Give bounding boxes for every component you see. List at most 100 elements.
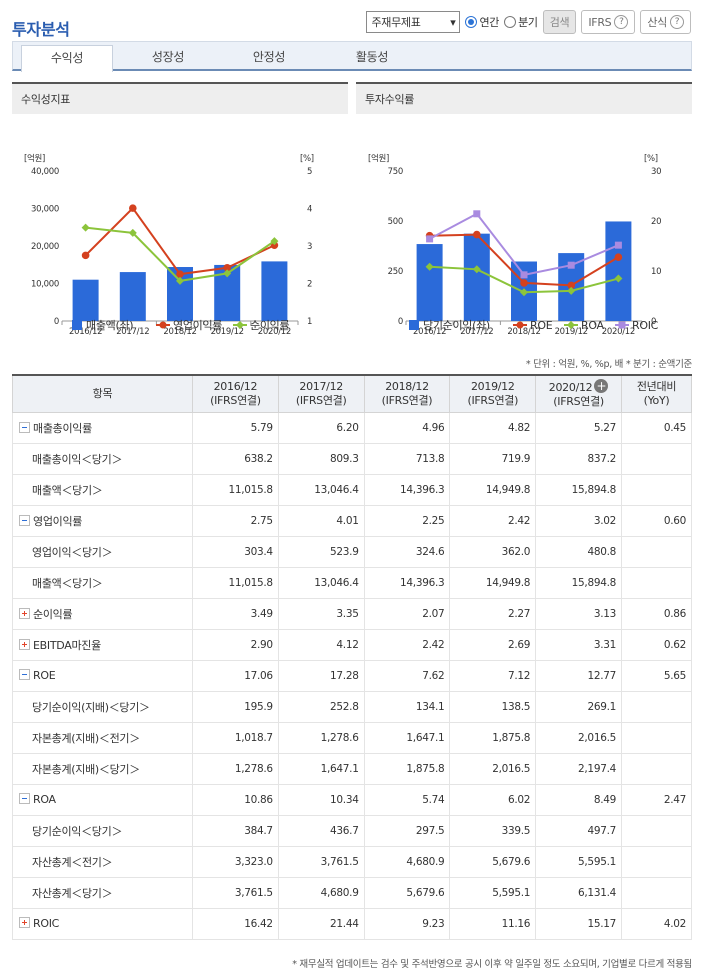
value-cell: 2,197.4 [535,752,622,785]
row-label-cell[interactable]: EBITDA마진율 [12,628,193,661]
search-button[interactable]: 검색 [542,10,577,34]
legend-marker [159,321,167,329]
value-cell: 362.0 [449,535,537,568]
value-cell [621,814,692,847]
radio-annual-label: 연간 [479,16,500,29]
column-header: 2017/12 (IFRS연결) [277,374,365,413]
value-cell: 11,015.8 [192,473,279,506]
value-cell: 5,679.6 [363,876,451,909]
collapse-icon[interactable] [19,514,30,526]
column-header-label: 항목 [92,386,113,400]
expand-icon[interactable] [19,638,30,650]
row-label-cell: 자본총계(지배)＜당기＞ [12,752,193,785]
expand-icon[interactable] [19,607,30,619]
y-left-tick-label: 250 [388,267,403,277]
row-label-cell[interactable]: ROIC [12,907,193,940]
value-cell: 4.01 [277,504,365,537]
table-row: ROIC 16.42 21.44 9.23 11.16 15.17 4.02 [12,907,692,940]
search-button-label: 검색 [549,16,570,29]
value-cell: 17.28 [277,659,365,692]
row-label: EBITDA마진율 [33,638,101,652]
chevron-down-icon: ▾ [450,15,456,29]
value-cell: 638.2 [192,442,279,475]
collapse-icon[interactable] [19,793,30,804]
column-header-label: 2016/12 [213,379,258,393]
value-cell: 1,647.1 [363,721,451,754]
y-right-unit: [%] [300,154,314,164]
value-cell: 3,323.0 [192,845,279,878]
value-cell: 16.42 [192,907,279,940]
y-right-tick-label: 30 [651,167,661,177]
value-cell: 3.13 [535,597,622,630]
value-cell: 252.8 [277,690,365,723]
y-right-unit: [%] [644,154,658,164]
row-label-cell: 매출액＜당기＞ [12,566,193,599]
row-label-cell: 영업이익＜당기＞ [12,535,193,568]
value-cell: 5,679.6 [449,845,537,878]
value-cell: 5.27 [535,411,622,444]
ifrs-button[interactable]: IFRS? [581,10,636,34]
row-label-cell: 당기순이익＜당기＞ [12,814,193,847]
tab-growth[interactable]: 성장성 [151,50,185,64]
value-cell: 0.60 [621,504,692,537]
line-point [614,274,623,283]
table-row: 당기순이익(지배)＜당기＞ 195.9 252.8 134.1 138.5 269.1 [12,690,692,723]
row-label-cell[interactable]: 매출총이익률 [12,411,193,444]
y-right-tick-label: 5 [307,167,312,177]
value-cell: 436.7 [277,814,365,847]
row-label-cell[interactable]: 영업이익률 [12,504,193,537]
row-label-cell[interactable]: ROE [12,659,193,692]
value-cell: 12.77 [535,659,622,692]
value-cell: 4,680.9 [363,845,451,878]
column-header: 항목 [12,374,193,413]
radio-quarter[interactable]: 분기 [504,14,538,30]
y-right-tick-label: 4 [307,205,312,215]
value-cell: 3.02 [535,504,622,537]
radio-annual[interactable]: 연간 [465,14,499,30]
value-cell: 2.47 [621,783,692,816]
value-cell: 1,875.8 [449,721,537,754]
table-row: 매출액＜당기＞ 11,015.8 13,046.4 14,396.3 14,949.8 1… [12,473,692,506]
tab-stability[interactable]: 안정성 [252,50,286,64]
line-point [425,262,434,271]
expand-plus-icon[interactable]: + [594,378,609,393]
row-label: 영업이익률 [33,514,83,528]
row-label-cell[interactable]: ROA [12,783,193,816]
line-point [223,269,232,278]
column-header-label: 2020/12 + [536,378,621,395]
formula-button[interactable]: 산식? [640,10,691,34]
row-label-cell: 매출총이익＜당기＞ [12,442,193,475]
table-row: 자산총계＜당기＞ 3,761.5 4,680.9 5,679.6 5,595.1 6,13… [12,876,692,909]
tab-activity[interactable]: 활동성 [355,50,389,64]
y-left-tick-label: 40,000 [31,167,59,177]
value-cell: 339.5 [449,814,537,847]
value-cell: 1,018.7 [192,721,279,754]
row-label-cell[interactable]: 순이익률 [12,597,193,630]
value-cell: 2.42 [363,628,451,661]
expand-icon[interactable] [19,917,30,928]
value-cell: 0.86 [621,597,692,630]
row-label: 당기순이익(지배)＜당기＞ [32,700,150,714]
value-cell: 809.3 [277,442,365,475]
value-cell: 5.79 [192,411,279,444]
value-cell: 21.44 [277,907,365,940]
column-header-sublabel: (IFRS연결) [210,393,261,407]
value-cell: 17.06 [192,659,279,692]
row-label: 자산총계＜전기＞ [32,855,113,869]
column-header-sublabel: (IFRS연결) [295,393,347,407]
collapse-icon[interactable] [19,421,30,433]
value-cell: 11,015.8 [192,566,279,599]
statement-select[interactable]: 주재무제표 ▾ [366,11,461,33]
y-left-tick-label: 0 [54,317,59,327]
legend-label: ROIC [632,319,659,332]
line-point [473,230,481,239]
value-cell: 2.69 [449,628,537,661]
line-point [614,253,623,261]
value-cell: 13,046.4 [277,566,365,599]
line-point [270,237,279,246]
row-label-cell: 매출액＜당기＞ [12,473,193,506]
legend-marker [516,321,524,329]
tab-profitability[interactable]: 수익성 [21,45,113,72]
value-cell: 269.1 [535,690,622,723]
collapse-icon[interactable] [19,669,30,680]
